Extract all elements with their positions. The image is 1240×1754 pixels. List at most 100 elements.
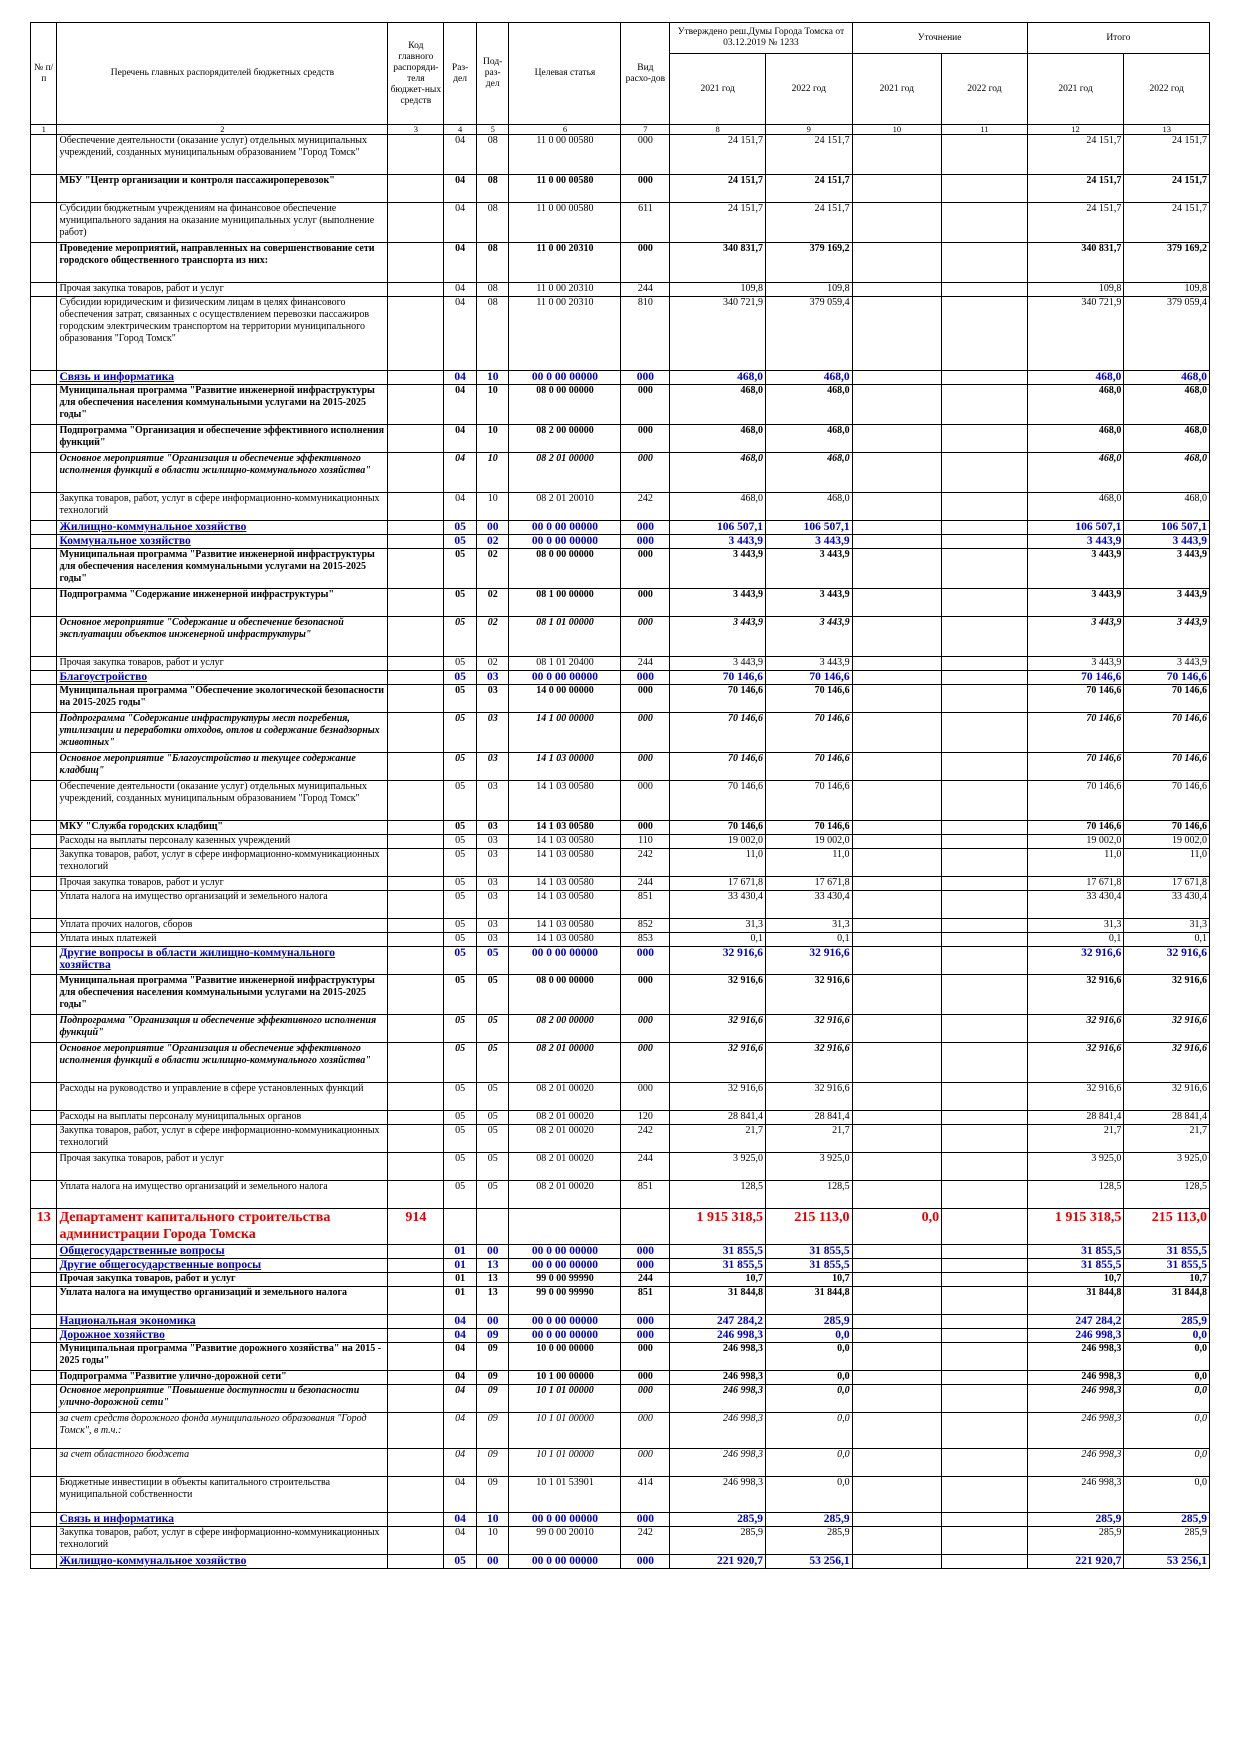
row-approved-2021: 21,7 xyxy=(669,1124,767,1153)
row-approved-2021: 3 443,9 xyxy=(669,616,767,657)
row-name: Прочая закупка товаров, работ и услуг xyxy=(56,876,389,891)
row-approved-2021: 246 998,3 xyxy=(669,1370,767,1385)
row-podrazdel: 13 xyxy=(475,1272,510,1287)
row-clarify-2021 xyxy=(851,1328,943,1343)
row-podrazdel: 00 xyxy=(475,520,510,535)
table-row: Субсидии юридическим и физическим лицам … xyxy=(29,296,1210,371)
column-index: 4 xyxy=(443,124,477,135)
row-total-2022: 70 146,6 xyxy=(1123,780,1210,821)
row-total-2021: 10,7 xyxy=(1026,1272,1125,1287)
row-approved-2022: 10,7 xyxy=(765,1272,853,1287)
row-approved-2021: 3 443,9 xyxy=(669,534,767,549)
row-approved-2021: 3 925,0 xyxy=(669,1152,767,1181)
row-total-2022: 32 916,6 xyxy=(1123,974,1210,1015)
row-target: 08 2 00 00000 xyxy=(508,424,622,453)
row-number xyxy=(29,534,58,549)
row-name: Расходы на руководство и управление в сф… xyxy=(56,1082,389,1111)
row-approved-2021: 246 998,3 xyxy=(669,1384,767,1413)
row-number xyxy=(29,174,58,203)
row-podrazdel: 09 xyxy=(475,1342,510,1371)
row-total-2022: 0,0 xyxy=(1123,1328,1210,1343)
row-name: Уплата прочих налогов, сборов xyxy=(56,918,389,933)
table-row: Подпрограмма "Содержание инженерной инфр… xyxy=(29,588,1210,617)
row-code xyxy=(387,752,445,781)
row-number xyxy=(29,834,58,849)
row-total-2022: 17 671,8 xyxy=(1123,876,1210,891)
row-total-2021: 24 151,7 xyxy=(1026,202,1125,243)
row-code xyxy=(387,1244,445,1259)
row-razdel: 05 xyxy=(443,656,477,671)
row-target: 11 0 00 20310 xyxy=(508,296,622,371)
row-approved-2022: 468,0 xyxy=(765,384,853,425)
row-podrazdel: 03 xyxy=(475,670,510,685)
table-row: Основное мероприятие "Организация и обес… xyxy=(29,452,1210,493)
row-razdel: 04 xyxy=(443,134,477,175)
row-vid: 000 xyxy=(620,1042,671,1083)
row-razdel: 05 xyxy=(443,974,477,1015)
row-clarify-2021 xyxy=(851,296,943,371)
row-code xyxy=(387,876,445,891)
row-vid: 000 xyxy=(620,1384,671,1413)
row-vid: 242 xyxy=(620,848,671,877)
row-target: 08 2 01 00020 xyxy=(508,1124,622,1153)
row-number xyxy=(29,1042,58,1083)
row-approved-2022: 468,0 xyxy=(765,492,853,521)
row-vid: 851 xyxy=(620,1180,671,1209)
row-name: Основное мероприятие "Содержание и обесп… xyxy=(56,616,389,657)
budget-table: № п/п Перечень главных распорядителей бю… xyxy=(29,22,1211,1569)
row-approved-2021: 246 998,3 xyxy=(669,1328,767,1343)
row-clarify-2021 xyxy=(851,492,943,521)
row-vid: 000 xyxy=(620,1014,671,1043)
header-code: Код главного распоряди-теля бюджет-ных с… xyxy=(387,22,445,125)
row-code xyxy=(387,370,445,385)
row-name: за счет областного бюджета xyxy=(56,1448,389,1477)
row-target: 14 1 03 00580 xyxy=(508,820,622,835)
column-index: 6 xyxy=(508,124,622,135)
row-approved-2022: 31,3 xyxy=(765,918,853,933)
column-index-row: 1 2 3 4 5 6 7 8 9 10 11 12 13 xyxy=(29,124,1210,135)
row-podrazdel: 08 xyxy=(475,282,510,297)
row-code xyxy=(387,780,445,821)
row-total-2022: 31 855,5 xyxy=(1123,1244,1210,1259)
row-target: 00 0 00 00000 xyxy=(508,1258,622,1273)
row-vid: 000 xyxy=(620,670,671,685)
row-name: Другие общегосударственные вопросы xyxy=(56,1258,389,1273)
row-approved-2021: 246 998,3 xyxy=(669,1476,767,1513)
row-approved-2021: 468,0 xyxy=(669,370,767,385)
row-approved-2022: 0,0 xyxy=(765,1476,853,1513)
row-approved-2021: 31 844,8 xyxy=(669,1286,767,1315)
row-clarify-2022 xyxy=(941,1384,1028,1413)
row-vid: 000 xyxy=(620,1512,671,1527)
row-approved-2021: 24 151,7 xyxy=(669,174,767,203)
row-total-2022: 24 151,7 xyxy=(1123,134,1210,175)
table-row: Уплата налога на имущество организаций и… xyxy=(29,1180,1210,1209)
table-row: Подпрограмма "Содержание инфраструктуры … xyxy=(29,712,1210,753)
row-code xyxy=(387,1258,445,1273)
row-total-2022: 106 507,1 xyxy=(1123,520,1210,535)
row-name: Связь и информатика xyxy=(56,1512,389,1527)
row-target: 14 1 03 00000 xyxy=(508,752,622,781)
row-target: 00 0 00 00000 xyxy=(508,1328,622,1343)
header-clarify-2022: 2022 год xyxy=(941,53,1028,125)
row-number xyxy=(29,548,58,589)
row-name: Бюджетные инвестиции в объекты капитальн… xyxy=(56,1476,389,1513)
row-number xyxy=(29,656,58,671)
row-approved-2021: 247 284,2 xyxy=(669,1314,767,1329)
row-target: 00 0 00 00000 xyxy=(508,370,622,385)
table-row: Обеспечение деятельности (оказание услуг… xyxy=(29,780,1210,821)
table-row: МКУ "Служба городских кладбищ" 05 03 14 1 0… xyxy=(29,820,1210,835)
row-approved-2021: 106 507,1 xyxy=(669,520,767,535)
row-vid: 000 xyxy=(620,1554,671,1569)
row-total-2022: 468,0 xyxy=(1123,370,1210,385)
row-razdel: 05 xyxy=(443,876,477,891)
row-approved-2022: 3 443,9 xyxy=(765,548,853,589)
row-total-2021: 0,1 xyxy=(1026,932,1125,947)
row-total-2022: 0,0 xyxy=(1123,1476,1210,1513)
table-row: Прочая закупка товаров, работ и услуг 01 1… xyxy=(29,1272,1210,1287)
row-name: Субсидии юридическим и физическим лицам … xyxy=(56,296,389,371)
row-name: Уплата налога на имущество организаций и… xyxy=(56,1286,389,1315)
row-clarify-2021 xyxy=(851,452,943,493)
row-approved-2022: 468,0 xyxy=(765,424,853,453)
row-clarify-2021 xyxy=(851,202,943,243)
row-target: 08 2 01 20010 xyxy=(508,492,622,521)
